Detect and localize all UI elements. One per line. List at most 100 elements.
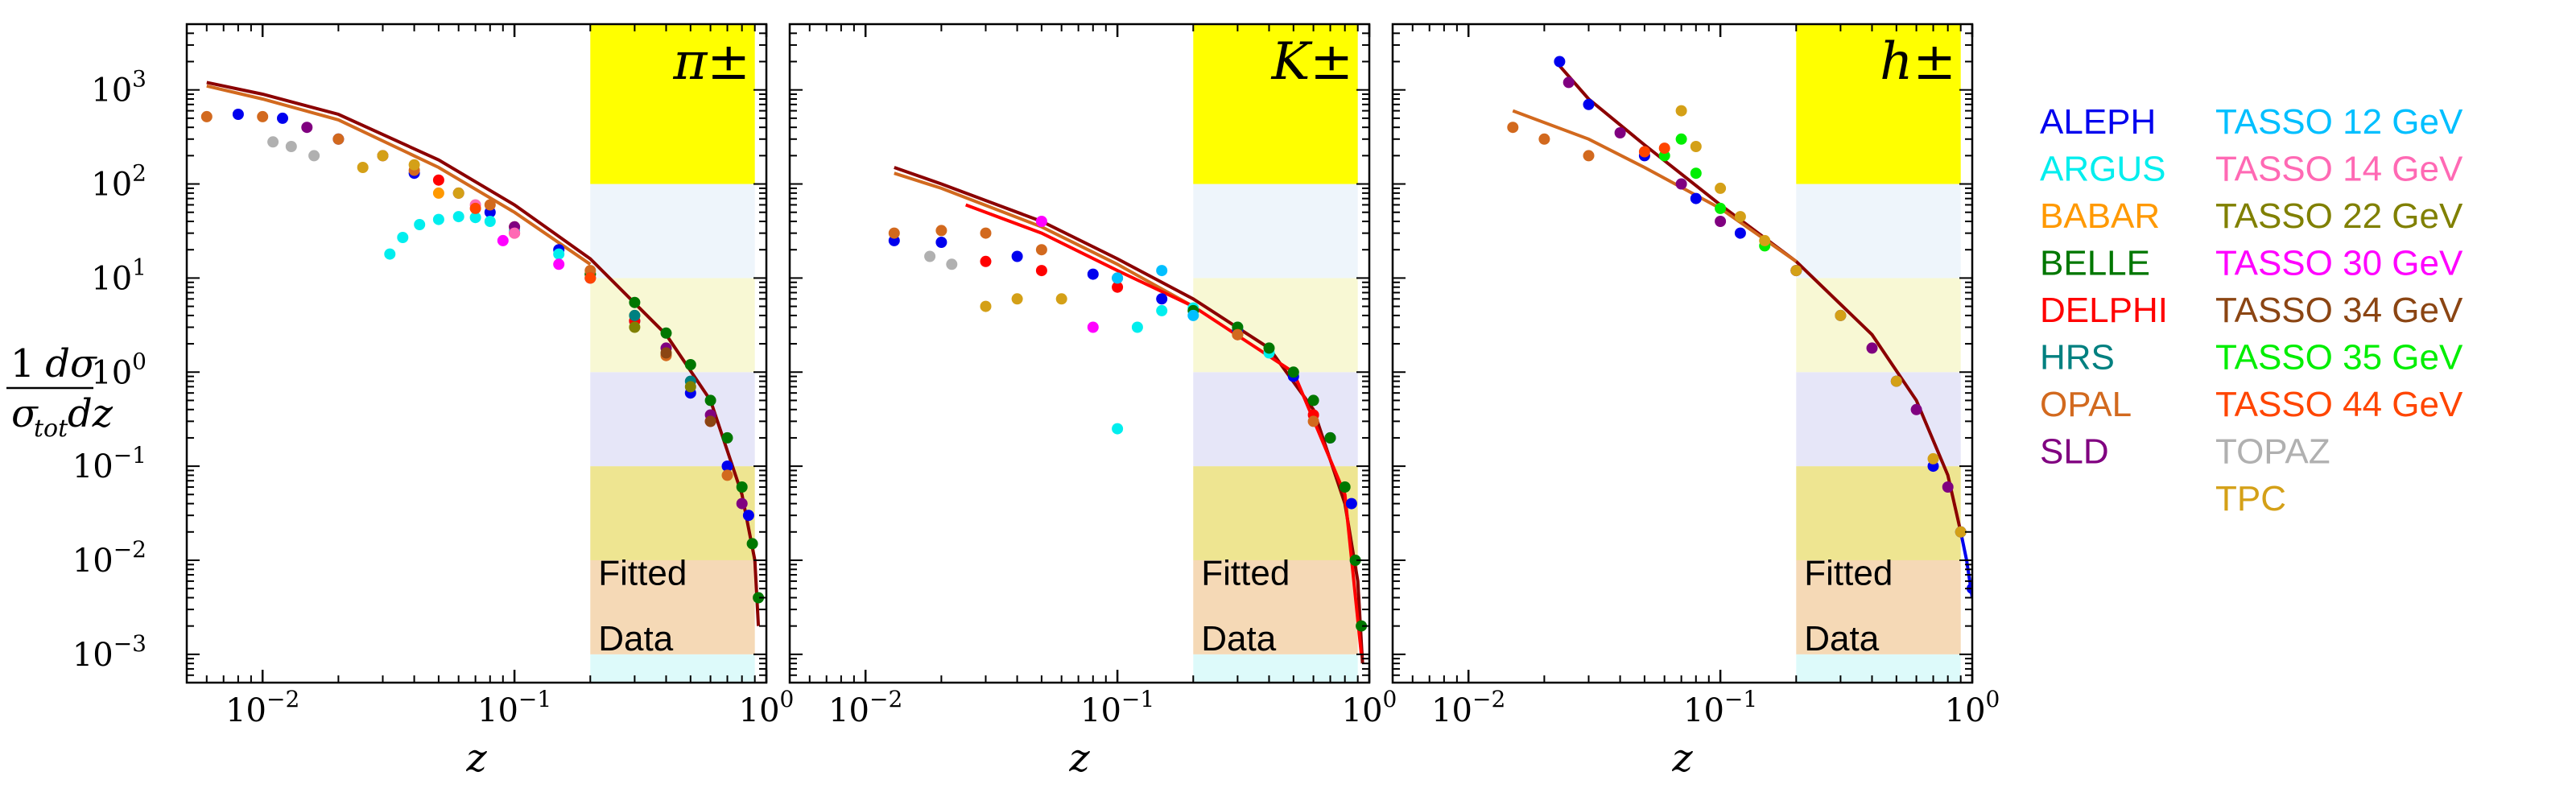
data-point: [980, 227, 992, 239]
legend-item: DELPHI: [2040, 291, 2168, 330]
legend-item: TASSO 34 GeV: [2215, 291, 2463, 330]
data-point: [377, 150, 389, 162]
data-point: [736, 481, 748, 493]
legend-item: ARGUS: [2040, 150, 2165, 189]
data-point: [736, 497, 748, 510]
data-point: [1690, 192, 1702, 204]
data-point: [1715, 216, 1727, 227]
data-point: [1356, 620, 1368, 632]
data-point: [1087, 268, 1099, 280]
data-point: [1583, 150, 1595, 162]
legend-item: HRS: [2040, 338, 2115, 378]
data-point: [232, 109, 244, 120]
fitted-label-line2: Data: [1804, 619, 1879, 658]
data-point: [1715, 182, 1727, 194]
data-point: [1554, 56, 1566, 68]
legend-item: BELLE: [2040, 244, 2150, 283]
series-tpc: [980, 293, 1067, 312]
series-tasso-44-gev: [1638, 142, 1670, 158]
panel-1: Fitted Data 10−2 10−1 100 z K±: [788, 23, 1397, 781]
data-point: [1232, 328, 1244, 341]
panel-title: K±: [1271, 32, 1353, 92]
series-opal: [1507, 122, 1595, 162]
data-point: [1345, 497, 1357, 510]
data-point: [1324, 431, 1336, 444]
data-point: [408, 159, 420, 171]
fitted-region: [1193, 24, 1358, 683]
data-point: [1927, 452, 1939, 464]
fitted-band: [590, 278, 755, 373]
data-point: [684, 381, 696, 393]
panel-title: h±: [1880, 32, 1956, 92]
data-point: [704, 415, 716, 427]
y-axis-label: 1 dσ σ tot dz: [6, 341, 114, 443]
x-tick-label: 10−1: [1080, 686, 1154, 729]
data-point: [332, 133, 345, 145]
data-point: [746, 538, 758, 550]
data-point: [1035, 265, 1047, 277]
y-label-sigma: σ: [11, 391, 39, 436]
data-point: [432, 213, 444, 225]
fitted-label-line1: Fitted: [1804, 553, 1893, 592]
series-tpc: [357, 150, 464, 199]
data-point: [1638, 146, 1650, 158]
legend-item: TASSO 30 GeV: [2215, 244, 2463, 283]
fitted-region: [590, 24, 755, 683]
data-point: [1690, 141, 1702, 152]
fitted-region: [1796, 24, 1961, 683]
data-point: [935, 237, 947, 248]
data-point: [1112, 272, 1124, 284]
data-point: [1349, 555, 1361, 566]
y-tick-label: 100: [91, 348, 147, 391]
legend: ALEPH ARGUS BABAR BELLE DELPHI HRS OPAL SLD TASS…: [2040, 102, 2463, 518]
data-point: [357, 162, 369, 173]
fitted-band: [1796, 24, 1961, 184]
x-axis-label: z: [1068, 736, 1090, 781]
data-point: [721, 431, 733, 444]
fitted-band: [1796, 466, 1961, 560]
fitted-band: [1796, 654, 1961, 683]
data-point: [384, 248, 396, 260]
data-point: [1112, 281, 1124, 293]
data-point: [1690, 167, 1702, 180]
data-point: [1011, 250, 1023, 262]
data-point: [497, 234, 509, 246]
plot-frame: [788, 23, 1371, 684]
fitted-band: [1193, 24, 1358, 184]
plot-frame: [1391, 23, 1974, 684]
data-point: [484, 199, 496, 211]
data-point: [1734, 211, 1746, 223]
data-point: [1055, 293, 1067, 305]
data-point: [1339, 481, 1351, 493]
data-point: [1112, 423, 1124, 435]
fit-curve: [1512, 109, 1798, 263]
data-point: [1307, 394, 1319, 407]
data-point: [1715, 202, 1727, 214]
legend-item: TASSO 22 GeV: [2215, 196, 2463, 236]
fitted-label-line2: Data: [598, 619, 673, 658]
fitted-band: [1796, 559, 1961, 654]
data-point: [1263, 342, 1275, 354]
legend-item: TPC: [2215, 479, 2286, 518]
plot-area: [200, 80, 765, 626]
x-tick-label: 10−1: [477, 686, 551, 729]
fitted-band: [1193, 654, 1358, 683]
data-point: [267, 136, 279, 148]
data-point: [469, 212, 481, 224]
data-point: [924, 250, 936, 262]
data-point: [1011, 293, 1023, 305]
data-point: [1675, 133, 1687, 145]
data-point: [935, 225, 947, 237]
x-axis-label: z: [465, 736, 487, 781]
data-point: [1910, 403, 1922, 415]
fitted-band: [590, 654, 755, 683]
fitted-band: [1193, 559, 1358, 654]
y-label-numerator: 1: [10, 341, 35, 386]
data-point: [432, 187, 444, 199]
y-tick-label: 10−2: [72, 536, 147, 580]
data-point: [1156, 304, 1168, 316]
data-point: [1866, 342, 1878, 354]
y-tick-label: 101: [91, 254, 147, 297]
plot-area: [888, 166, 1368, 664]
legend-item: SLD: [2040, 432, 2109, 472]
